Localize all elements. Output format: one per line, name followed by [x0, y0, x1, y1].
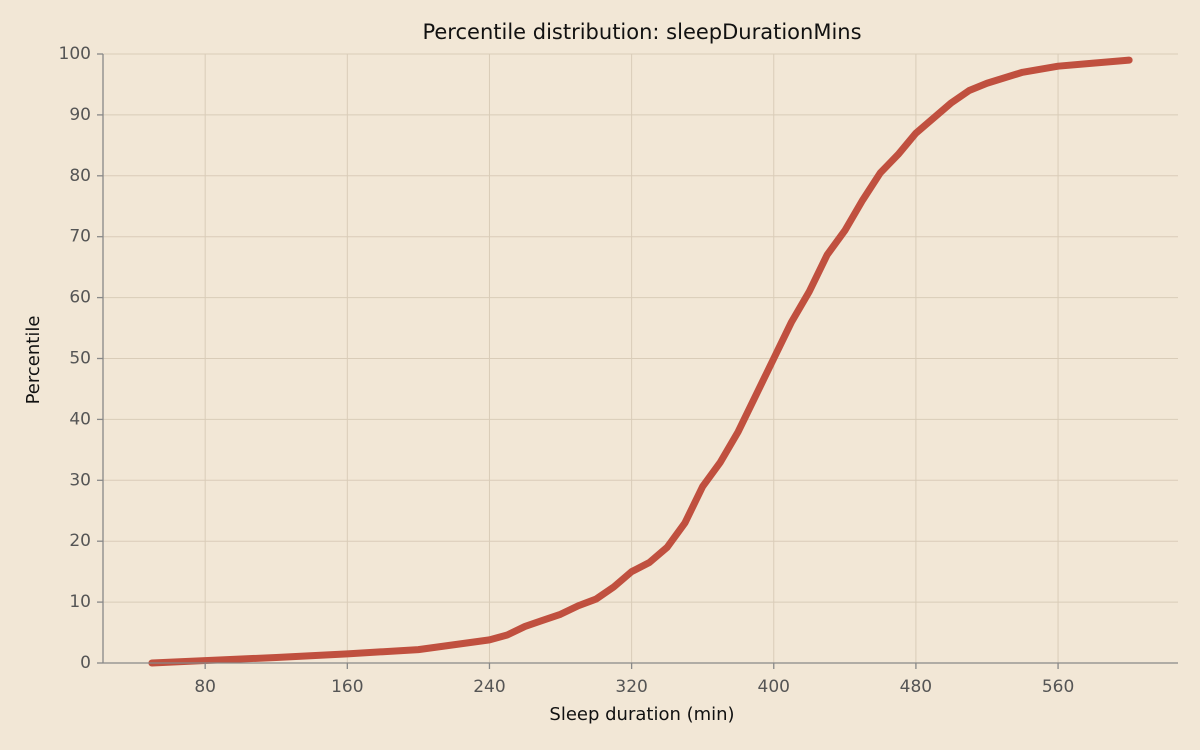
y-tick-label: 50: [69, 349, 91, 369]
grid: [103, 53, 1178, 664]
x-tick-label: 320: [615, 677, 647, 697]
y-tick-label: 100: [59, 44, 91, 64]
y-tick-label: 80: [69, 166, 91, 186]
x-tick-label: 160: [331, 677, 363, 697]
y-tick-label: 10: [69, 592, 91, 612]
y-tick-label: 60: [69, 288, 91, 308]
x-tick-label: 240: [473, 677, 505, 697]
x-tick-label: 400: [758, 677, 790, 697]
x-tick-label: 560: [1042, 677, 1074, 697]
y-axis-label: Percentile: [23, 316, 44, 405]
y-tick-label: 90: [69, 105, 91, 125]
data-line: [148, 56, 1133, 667]
y-tick-label: 30: [69, 470, 91, 490]
x-tick-label: 80: [194, 677, 216, 697]
x-axis-label: Sleep duration (min): [549, 704, 734, 725]
x-tick-label: 480: [900, 677, 932, 697]
y-tick-label: 70: [69, 227, 91, 247]
y-tick-label: 0: [80, 653, 91, 673]
y-tick-label: 40: [69, 409, 91, 429]
plot-area: [148, 56, 1133, 667]
y-tick-label: 20: [69, 531, 91, 551]
chart-title: Percentile distribution: sleepDurationMi…: [422, 20, 861, 44]
